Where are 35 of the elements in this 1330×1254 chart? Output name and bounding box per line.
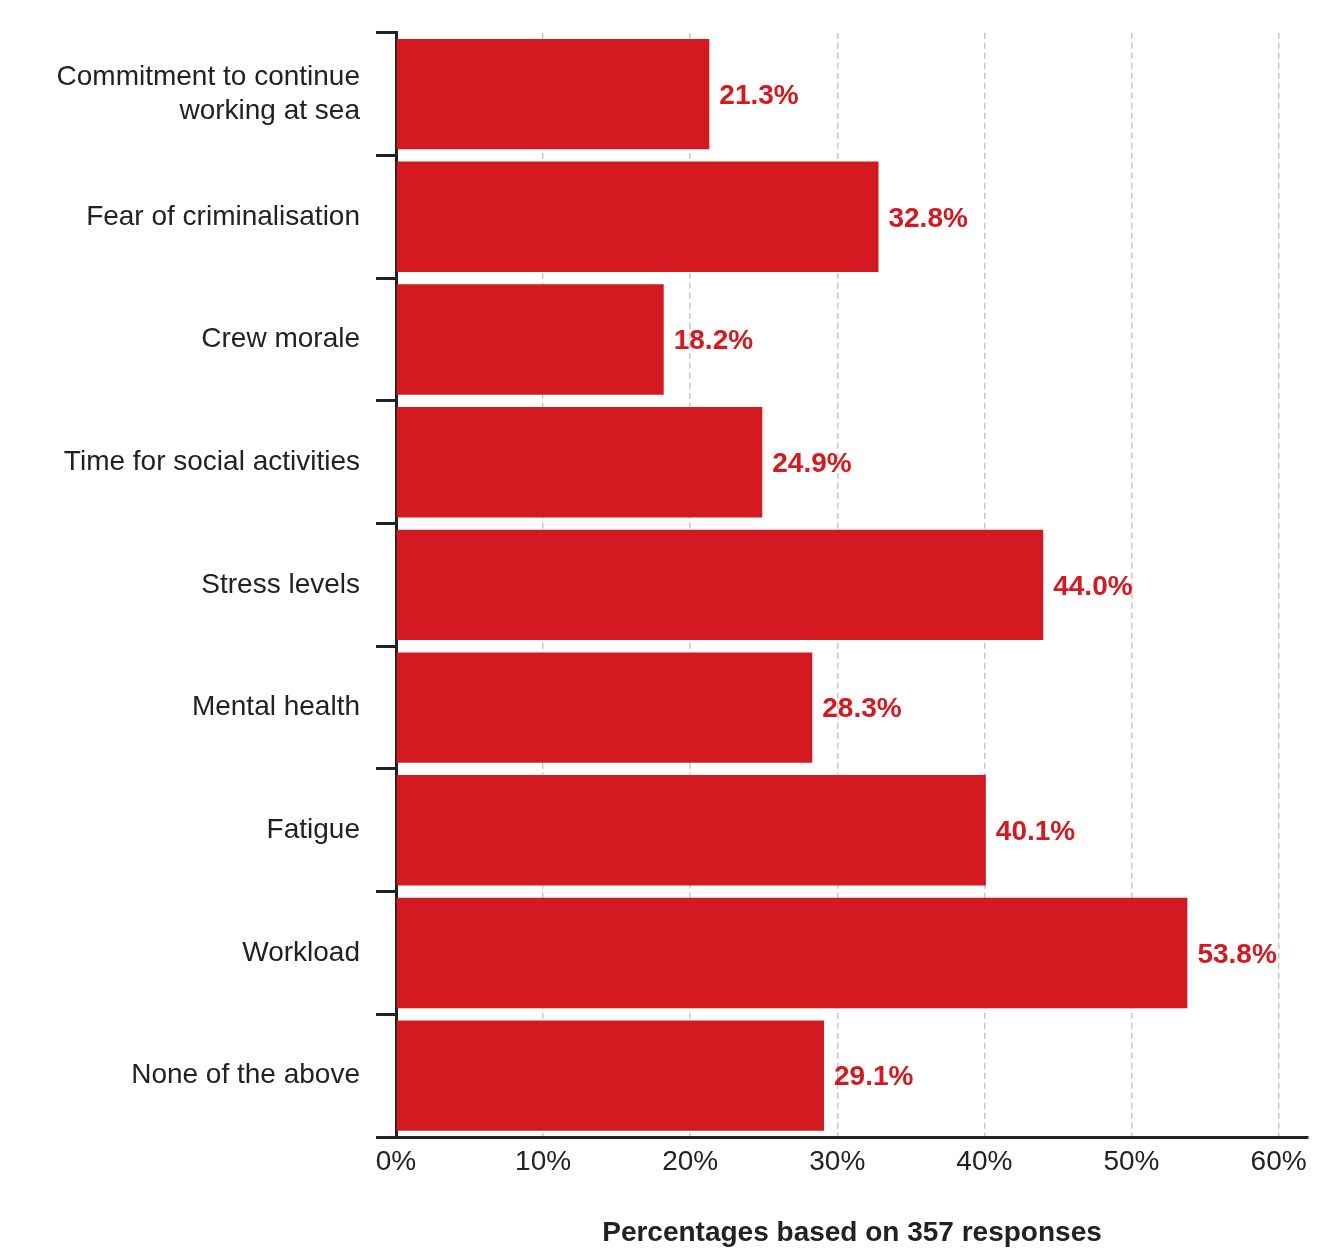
bar xyxy=(396,1020,825,1131)
x-tick-label: 40% xyxy=(956,1144,1013,1176)
data-label: 29.1% xyxy=(834,1060,914,1092)
bar xyxy=(396,38,710,150)
y-tick-label: Commitment to continue working at sea xyxy=(56,60,361,125)
bar xyxy=(396,161,879,273)
data-label: 32.8% xyxy=(888,201,968,233)
bar xyxy=(396,284,664,395)
x-tick-label: 20% xyxy=(662,1144,719,1176)
y-tick-label: Time for social activities xyxy=(63,444,360,476)
x-tick-label: 0% xyxy=(375,1144,417,1176)
data-label: 18.2% xyxy=(673,324,754,356)
y-tick-label: Workload xyxy=(242,935,360,967)
bar xyxy=(396,652,813,763)
y-tick-label: Fatigue xyxy=(266,813,360,844)
x-tick-label: 60% xyxy=(1250,1144,1307,1176)
data-label: 40.1% xyxy=(995,815,1076,846)
y-tick-label: Fear of criminalisation xyxy=(86,199,360,231)
data-label: 24.9% xyxy=(772,446,852,478)
data-label: 44.0% xyxy=(1053,569,1133,601)
data-label: 28.3% xyxy=(822,692,902,724)
bar xyxy=(396,529,1044,641)
bar xyxy=(396,407,763,518)
y-tick-label: Stress levels xyxy=(201,567,360,599)
bar xyxy=(396,775,986,886)
y-tick-label: None of the above xyxy=(131,1058,360,1090)
bar xyxy=(396,897,1188,1009)
x-tick-label: 30% xyxy=(809,1144,866,1176)
data-label: 21.3% xyxy=(719,78,799,110)
data-label: 53.8% xyxy=(1197,937,1277,969)
x-tick-label: 10% xyxy=(515,1144,572,1176)
x-tick-label: 50% xyxy=(1103,1144,1160,1176)
y-tick-label: Crew morale xyxy=(201,322,360,354)
x-axis-title: Percentages based on 357 responses xyxy=(602,1215,1102,1247)
y-tick-label: Mental health xyxy=(191,690,360,722)
